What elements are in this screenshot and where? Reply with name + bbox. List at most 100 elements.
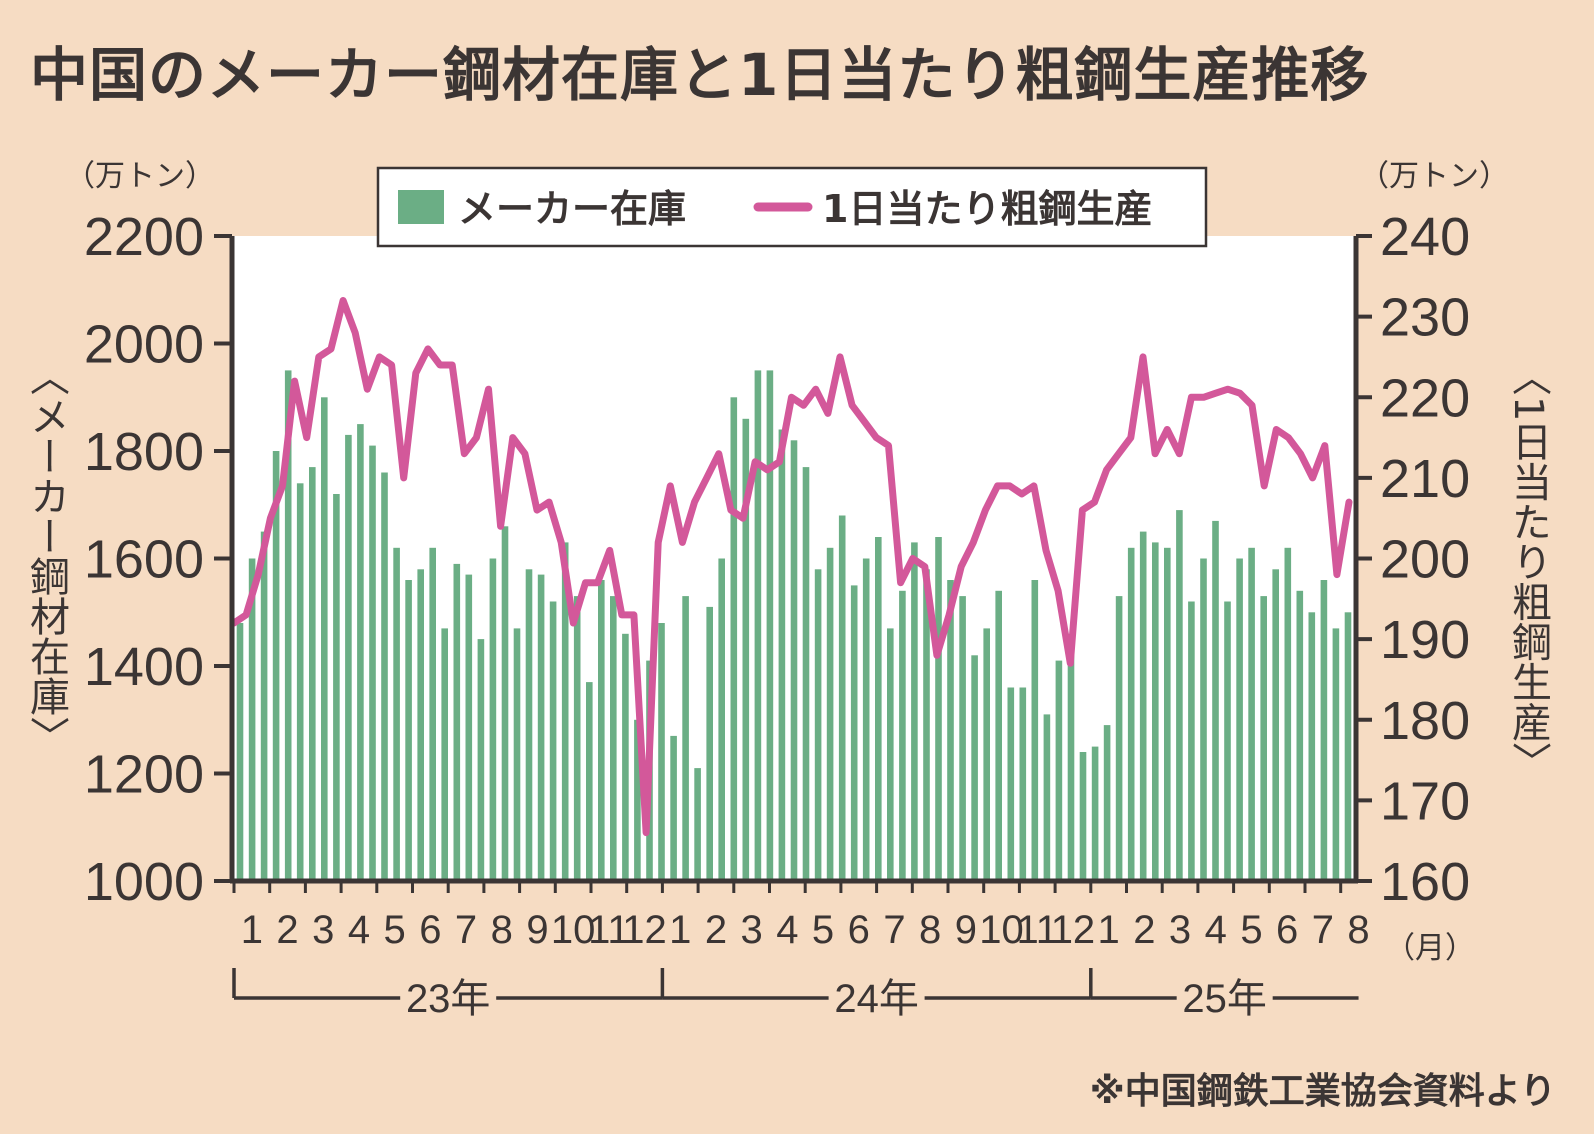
inventory-bar bbox=[1272, 569, 1279, 882]
inventory-bar bbox=[1248, 547, 1255, 882]
month-label: 8 bbox=[919, 908, 941, 952]
right-axis-ticks: 160 170 180 190 200 210 220 230 240 bbox=[1356, 207, 1470, 912]
inventory-bar bbox=[995, 590, 1002, 882]
left-tick-label: 2000 bbox=[84, 315, 204, 375]
inventory-bar bbox=[959, 596, 966, 881]
month-label: 3 bbox=[1169, 908, 1191, 952]
inventory-bar bbox=[1200, 558, 1207, 881]
inventory-bar bbox=[1103, 725, 1111, 881]
month-label: 2 bbox=[1133, 908, 1155, 952]
right-axis-unit: （万トン） bbox=[1359, 159, 1509, 194]
month-unit: （月） bbox=[1385, 931, 1475, 966]
month-label: 11 bbox=[588, 908, 630, 952]
inventory-bar bbox=[971, 655, 978, 882]
inventory-bar bbox=[489, 558, 497, 881]
month-label: 10 bbox=[979, 908, 1024, 952]
inventory-bar bbox=[730, 397, 738, 882]
inventory-bar bbox=[838, 515, 846, 881]
inventory-bar bbox=[513, 628, 521, 881]
production-line bbox=[230, 297, 1353, 837]
month-label: 6 bbox=[1276, 908, 1298, 952]
inventory-bar bbox=[1079, 752, 1087, 881]
legend: メーカー在庫 1日当たり粗鋼生産 bbox=[376, 166, 1208, 248]
inventory-bar bbox=[1224, 601, 1231, 881]
inventory-bar bbox=[610, 596, 617, 881]
inventory-bar bbox=[1152, 542, 1159, 881]
inventory-bar bbox=[525, 569, 533, 882]
inventory-bar bbox=[260, 531, 268, 881]
inventory-bar bbox=[1055, 660, 1063, 881]
source-note: ※中国鋼鉄工業協会資料より bbox=[1089, 1071, 1556, 1112]
inventory-bar bbox=[1332, 628, 1340, 881]
inventory-bar bbox=[622, 633, 629, 882]
inventory-bar bbox=[321, 397, 328, 882]
year-brackets: 23年 24年 25年 bbox=[232, 968, 1359, 1021]
inventory-bar bbox=[357, 424, 364, 881]
inventory-bar bbox=[1212, 520, 1219, 881]
month-label: 9 bbox=[526, 908, 548, 952]
right-axis-label: 〈1日当たり粗鋼生産〉 bbox=[1505, 356, 1552, 781]
inventory-bar bbox=[1344, 612, 1352, 882]
month-label: 3 bbox=[741, 908, 763, 952]
inventory-bar bbox=[983, 628, 990, 881]
left-tick-label: 1000 bbox=[84, 852, 204, 912]
inventory-bar bbox=[441, 628, 448, 881]
month-label: 1 bbox=[241, 908, 263, 952]
year-label: 25年 bbox=[1182, 977, 1267, 1021]
month-label: 1 bbox=[1098, 908, 1120, 952]
inventory-bar bbox=[369, 445, 376, 881]
inventory-bar bbox=[573, 596, 581, 881]
inventory-bar bbox=[1091, 746, 1099, 881]
month-label: 2 bbox=[276, 908, 298, 952]
month-label: 8 bbox=[1347, 908, 1369, 952]
month-label: 11 bbox=[1016, 908, 1058, 952]
month-label: 12 bbox=[1051, 908, 1096, 952]
legend-bar-swatch bbox=[398, 190, 444, 224]
year-label: 24年 bbox=[834, 977, 919, 1021]
inventory-bar bbox=[718, 558, 725, 881]
right-tick-label: 210 bbox=[1380, 449, 1470, 509]
inventory-bar bbox=[875, 537, 882, 881]
inventory-bar bbox=[296, 483, 304, 882]
inventory-bar bbox=[694, 768, 701, 881]
inventory-bar bbox=[1115, 596, 1123, 881]
inventory-bar bbox=[1019, 687, 1027, 881]
left-tick-label: 1800 bbox=[84, 422, 204, 482]
left-tick-label: 2200 bbox=[84, 207, 204, 267]
right-tick-label: 170 bbox=[1380, 771, 1470, 831]
inventory-bar bbox=[561, 542, 569, 881]
legend-bar-label: メーカー在庫 bbox=[458, 187, 686, 231]
inventory-bar bbox=[1164, 547, 1171, 882]
inventory-bar bbox=[309, 467, 316, 881]
month-label: 10 bbox=[551, 908, 596, 952]
inventory-bar bbox=[1308, 612, 1316, 882]
inventory-bar bbox=[417, 569, 424, 882]
month-label: 6 bbox=[848, 908, 870, 952]
inventory-bar bbox=[453, 563, 461, 881]
inventory-bar bbox=[947, 580, 954, 881]
right-tick-label: 200 bbox=[1380, 530, 1470, 590]
month-label: 12 bbox=[622, 908, 667, 952]
inventory-bar bbox=[911, 542, 918, 881]
inventory-bar bbox=[634, 719, 641, 882]
inventory-bar bbox=[1236, 558, 1243, 881]
inventory-bar bbox=[802, 467, 810, 881]
inventory-bar bbox=[790, 440, 798, 882]
inventory-bar bbox=[333, 494, 340, 881]
month-label: 6 bbox=[419, 908, 441, 952]
inventory-bar bbox=[537, 574, 545, 881]
right-tick-label: 240 bbox=[1380, 207, 1470, 267]
inventory-bar bbox=[1296, 590, 1304, 882]
left-axis-label: 〈メーカー鋼材在庫〉 bbox=[23, 356, 70, 756]
inventory-bar bbox=[345, 434, 352, 881]
year-label: 23年 bbox=[406, 977, 491, 1021]
legend-line-label: 1日当たり粗鋼生産 bbox=[822, 187, 1152, 231]
inventory-bar bbox=[1260, 596, 1267, 881]
inventory-bar bbox=[236, 623, 244, 881]
inventory-bar bbox=[1007, 687, 1015, 881]
month-label: 7 bbox=[1312, 908, 1334, 952]
inventory-bar bbox=[850, 585, 858, 881]
inventory-bar bbox=[826, 547, 834, 882]
